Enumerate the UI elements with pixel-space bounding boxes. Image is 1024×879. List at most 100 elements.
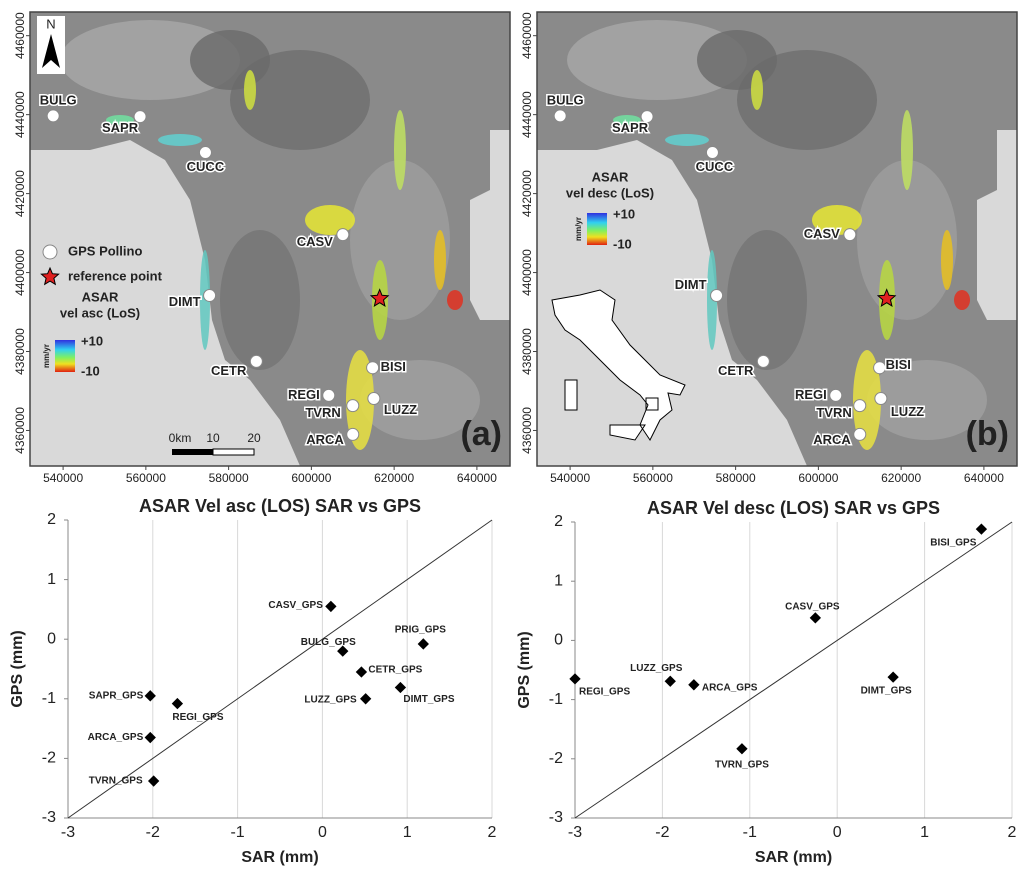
x-tick-label: 0 xyxy=(833,824,842,841)
station-label: CETR xyxy=(211,363,247,378)
gps-station xyxy=(843,228,857,242)
point-label: DIMT_GPS xyxy=(403,694,454,705)
station-label: REGI xyxy=(795,387,827,402)
relief xyxy=(60,20,240,100)
velocity-patch xyxy=(158,134,202,146)
scale-bar-black xyxy=(172,449,213,455)
gps-station xyxy=(198,146,212,160)
y-tick-label: 4420000 xyxy=(13,170,27,217)
x-tick-label: -1 xyxy=(230,824,244,841)
point-label: TVRN_GPS xyxy=(715,759,769,770)
x-axis-label: SAR (mm) xyxy=(241,849,318,866)
point-label: LUZZ_GPS xyxy=(304,694,357,705)
panel-label: (a) xyxy=(460,415,502,453)
velocity-patch xyxy=(346,350,374,450)
velocity-patch xyxy=(853,350,881,450)
station-label: CASV xyxy=(297,234,333,249)
point xyxy=(417,638,429,650)
scale-bar-white xyxy=(212,448,255,456)
velocity-patch xyxy=(244,70,256,110)
point xyxy=(975,523,988,535)
velocity-patch xyxy=(394,110,406,190)
point xyxy=(887,671,899,683)
y-tick-label: -2 xyxy=(42,750,56,767)
x-tick-label: -3 xyxy=(568,824,582,841)
north-label: N xyxy=(46,16,55,31)
relief xyxy=(220,230,300,370)
gps-station xyxy=(203,288,217,302)
colorbar xyxy=(55,340,75,372)
legend-station-marker xyxy=(42,244,58,260)
colorbar-min: -10 xyxy=(613,236,632,251)
x-tick-label: 580000 xyxy=(209,471,249,485)
land xyxy=(30,12,510,466)
x-tick-label: 560000 xyxy=(126,471,166,485)
y-tick-label: -2 xyxy=(549,750,563,767)
legend-subtitle: vel asc (LoS) xyxy=(60,305,140,320)
relief xyxy=(727,230,807,370)
y-tick-label: -1 xyxy=(42,690,56,707)
velocity-patch xyxy=(106,115,134,125)
velocity-patch xyxy=(305,205,355,235)
x-tick-label: -2 xyxy=(655,824,669,841)
y-tick-label: 2 xyxy=(47,511,56,528)
velocity-patch xyxy=(901,110,913,190)
x-tick-label: 2 xyxy=(488,824,497,841)
y-tick-label: 4400000 xyxy=(520,249,534,296)
relief xyxy=(567,20,747,100)
colorbar xyxy=(587,213,607,245)
velocity-patch xyxy=(812,205,862,235)
velocity-patch xyxy=(613,115,641,125)
station-label: SAPR xyxy=(612,120,649,135)
north-arrow xyxy=(42,34,60,68)
y-tick-label: 0 xyxy=(554,632,563,649)
colorbar-max: +10 xyxy=(81,333,103,348)
station-label: SAPR xyxy=(102,120,139,135)
gps-station xyxy=(853,427,867,441)
relief xyxy=(737,50,877,150)
y-tick-label: 0 xyxy=(47,630,56,647)
reference-point xyxy=(876,288,897,307)
gps-station xyxy=(756,354,770,368)
gps-station xyxy=(346,427,360,441)
map-panel xyxy=(30,12,510,466)
station-label: BULG xyxy=(547,92,584,107)
relief xyxy=(867,360,987,440)
x-tick-label: 580000 xyxy=(716,471,756,485)
station-label: DIMT xyxy=(169,294,201,309)
gps-station xyxy=(366,361,380,375)
velocity-patch xyxy=(447,290,463,310)
point xyxy=(144,690,156,702)
station-label: BISI xyxy=(381,359,406,374)
velocity-patch xyxy=(434,230,446,290)
gps-station xyxy=(336,228,350,242)
y-tick-label: 1 xyxy=(554,572,563,589)
scale-bar-label: 10 xyxy=(206,431,220,445)
y-tick-label: 4380000 xyxy=(520,328,534,375)
colorbar-max: +10 xyxy=(613,206,635,221)
station-label: REGI xyxy=(288,387,320,402)
station-label: CASV xyxy=(804,226,840,241)
station-label: LUZZ xyxy=(891,404,924,419)
station-label: TVRN xyxy=(816,405,851,420)
velocity-patch xyxy=(954,290,970,310)
point-label: SAPR_GPS xyxy=(89,690,144,701)
station-label: CUCC xyxy=(696,159,734,174)
y-tick-label: -1 xyxy=(549,691,563,708)
legend-reference-label: reference point xyxy=(68,268,163,283)
inset-box xyxy=(645,397,659,411)
gps-station xyxy=(873,361,887,375)
gps-station xyxy=(874,391,888,405)
italy-inset xyxy=(551,289,686,441)
gps-station xyxy=(553,109,567,123)
y-tick-label: -3 xyxy=(549,809,563,826)
x-tick-label: -2 xyxy=(146,824,160,841)
gps-station xyxy=(322,388,336,402)
gps-station xyxy=(367,391,381,405)
station-label: TVRN xyxy=(305,405,340,420)
station-label: LUZZ xyxy=(384,402,417,417)
station-label: ARCA xyxy=(306,432,344,447)
velocity-patch xyxy=(751,70,763,110)
y-axis-label: GPS (mm) xyxy=(9,630,26,707)
x-tick-label: 540000 xyxy=(550,471,590,485)
